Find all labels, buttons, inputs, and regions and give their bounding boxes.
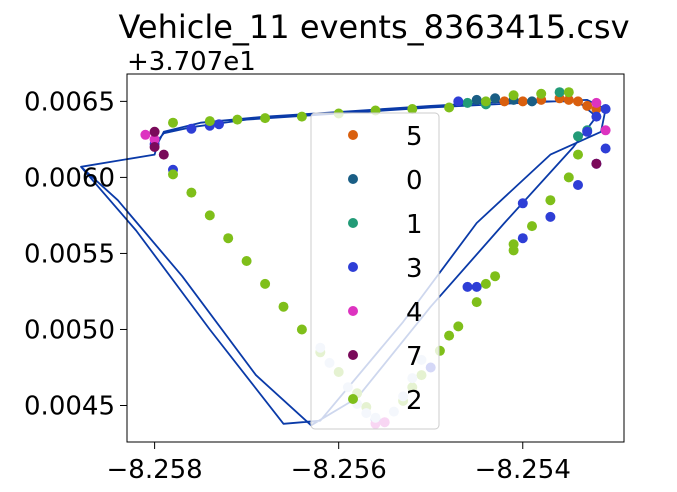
point-series-2-38: [480, 278, 491, 289]
legend-marker-5: [348, 130, 358, 140]
point-series-2-33: [545, 195, 556, 206]
y-tick-label: 0.0045: [24, 392, 115, 422]
legend-marker-3: [348, 262, 358, 272]
legend-marker-2: [348, 394, 358, 404]
y-tick-label: 0.0055: [24, 239, 115, 269]
point-series-5-0: [499, 96, 510, 107]
legend-label-2: 2: [406, 386, 423, 416]
point-series-2-32: [527, 221, 537, 232]
point-series-2-35: [573, 149, 583, 160]
point-series-2-9: [480, 96, 491, 107]
point-series-5-4: [563, 94, 574, 105]
point-series-0-0: [471, 94, 482, 105]
point-series-3-12: [471, 281, 482, 292]
point-series-4-0: [149, 134, 160, 145]
point-series-2-8: [444, 102, 455, 113]
point-series-2-30: [490, 271, 501, 282]
point-series-2-16: [223, 233, 234, 244]
point-series-2-12: [563, 87, 574, 98]
point-series-3-11: [517, 233, 528, 244]
point-series-2-11: [536, 88, 547, 99]
point-series-3-15: [462, 281, 473, 292]
y-tick-label: 0.0065: [24, 87, 115, 117]
legend-label-0: 0: [406, 166, 423, 196]
plot-frame: [126, 73, 625, 443]
legend-marker-1: [348, 218, 358, 228]
point-series-4-1: [140, 129, 151, 140]
point-series-7-2: [158, 149, 169, 160]
point-series-5-6: [582, 100, 593, 111]
point-series-3-18: [591, 111, 602, 122]
point-series-2-37: [444, 330, 455, 341]
legend-label-5: 5: [406, 122, 423, 152]
y-axis-offset-label: +3.707e1: [127, 47, 256, 77]
point-series-3-7: [600, 143, 611, 154]
legend-marker-4: [348, 306, 358, 316]
point-series-2-3: [260, 113, 271, 124]
y-tick-label: 0.0050: [24, 315, 115, 345]
legend-label-7: 7: [406, 342, 423, 372]
point-series-2-19: [278, 301, 289, 312]
point-series-2-34: [563, 172, 574, 183]
legend-label-1: 1: [406, 210, 423, 240]
chart-title: Vehicle_11 events_8363415.csv: [118, 8, 629, 46]
point-series-0-1: [490, 93, 501, 104]
point-series-3-4: [214, 119, 224, 130]
legend-marker-0: [348, 174, 358, 184]
series-1-points: [462, 87, 593, 142]
legend: 5 0 1 3 4 7 2: [310, 112, 440, 430]
point-series-4-5: [591, 97, 602, 108]
point-series-2-17: [241, 256, 252, 266]
point-series-2-10: [508, 90, 519, 101]
point-series-3-16: [517, 198, 528, 209]
point-series-5-1: [517, 96, 528, 107]
point-series-2-28: [453, 321, 464, 332]
point-series-2-29: [471, 297, 482, 308]
point-series-0-3: [527, 96, 537, 107]
y-axis: 0.0045 0.0050 0.0055 0.0060 0.0065: [24, 87, 127, 422]
point-series-2-14: [186, 187, 197, 198]
point-series-1-4: [573, 131, 583, 142]
point-series-2-18: [260, 278, 271, 289]
point-series-3-17: [582, 126, 593, 137]
point-series-3-2: [186, 123, 197, 134]
point-series-2-7: [407, 104, 418, 114]
point-series-3-9: [573, 180, 583, 190]
legend-label-4: 4: [406, 298, 423, 328]
point-series-2-15: [204, 210, 215, 221]
point-series-7-1: [149, 126, 160, 137]
point-series-3-6: [600, 104, 611, 114]
point-series-2-13: [168, 169, 178, 180]
point-series-4-4: [600, 125, 611, 136]
legend-box: [310, 112, 440, 430]
legend-label-3: 3: [406, 254, 423, 284]
x-tick-label: −8.256: [291, 455, 387, 485]
point-series-2-39: [508, 239, 519, 250]
point-series-2-4: [296, 111, 307, 122]
point-series-1-0: [462, 97, 473, 108]
legend-marker-7: [348, 350, 358, 360]
point-series-3-5: [453, 96, 464, 107]
point-series-2-20: [296, 324, 307, 335]
point-series-7-3: [591, 158, 602, 169]
point-series-5-5: [573, 96, 583, 107]
point-series-2-0: [168, 117, 178, 128]
point-series-3-10: [545, 211, 556, 222]
y-tick-label: 0.0060: [24, 163, 115, 193]
x-tick-label: −8.258: [107, 455, 203, 485]
point-series-2-1: [204, 116, 215, 127]
point-series-1-2: [554, 87, 565, 98]
point-series-2-2: [232, 114, 243, 125]
point-series-7-0: [149, 142, 160, 152]
series-7-points: [149, 126, 602, 169]
x-axis: −8.258 −8.256 −8.254: [107, 442, 571, 485]
x-tick-label: −8.254: [475, 455, 571, 485]
